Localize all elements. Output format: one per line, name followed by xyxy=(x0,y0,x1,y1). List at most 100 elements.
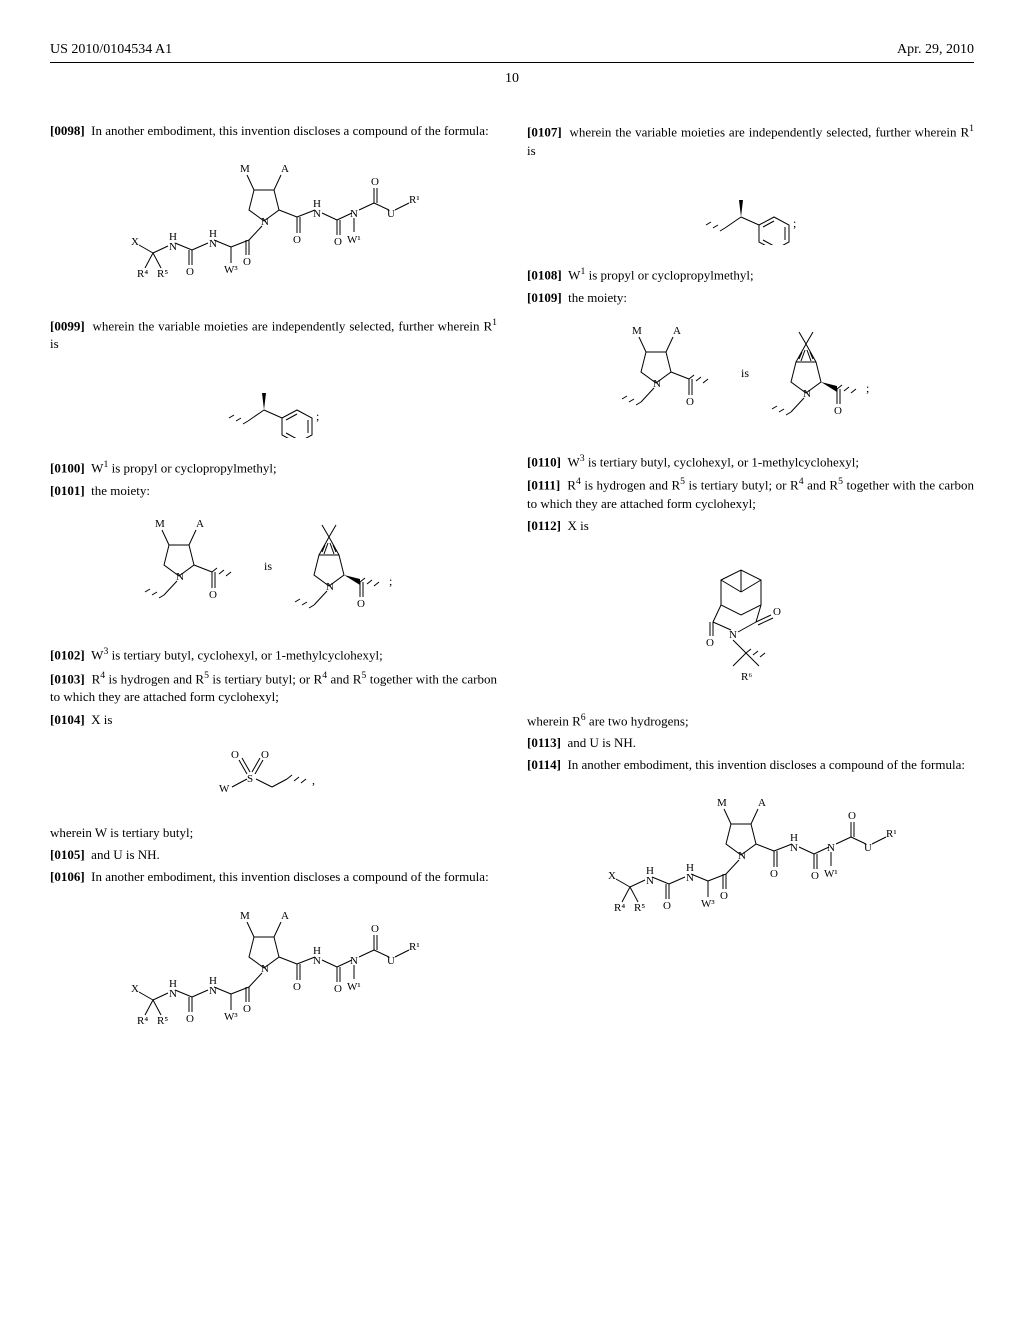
formula-r1-phenyl-left: ; xyxy=(50,368,497,443)
publication-date: Apr. 29, 2010 xyxy=(897,40,974,60)
para-num: [0104] xyxy=(50,712,85,727)
svg-text:O: O xyxy=(834,405,842,417)
page-number: 10 xyxy=(50,69,974,89)
svg-text:O: O xyxy=(334,983,342,995)
para-text: In another embodiment, this invention di… xyxy=(567,757,965,772)
para-num: [0110] xyxy=(527,454,561,469)
para-num: [0108] xyxy=(527,267,562,282)
svg-text:O: O xyxy=(773,606,781,618)
sup: 1 xyxy=(969,123,974,134)
svg-text:X: X xyxy=(608,870,616,882)
formula-moiety-left: N M A O is N O ; xyxy=(50,515,497,630)
svg-text:O: O xyxy=(770,868,778,880)
svg-text:O: O xyxy=(186,1013,194,1025)
para-text: X is xyxy=(567,518,588,533)
svg-text:M: M xyxy=(717,797,727,809)
para-num: [0113] xyxy=(527,735,561,750)
para-text: X is xyxy=(91,712,112,727)
para-text: is hydrogen and R xyxy=(581,478,680,493)
svg-text:is: is xyxy=(264,559,272,573)
svg-text:N: N xyxy=(313,208,321,220)
svg-text:O: O xyxy=(663,900,671,912)
svg-text:R⁴: R⁴ xyxy=(614,902,625,914)
formula-moiety-right: N M A O is N O ; xyxy=(527,322,974,437)
para-text: and R xyxy=(804,478,839,493)
para-num: [0109] xyxy=(527,290,562,305)
svg-text:R¹: R¹ xyxy=(886,828,896,840)
para-text: is xyxy=(50,336,59,351)
para-text: W xyxy=(568,267,580,282)
formula-main-3: N M A O H N N W¹ O O U R¹ O H N W³ O H N… xyxy=(527,789,974,934)
para-text: are two hydrogens; xyxy=(586,713,689,728)
para-text: and U is NH. xyxy=(91,847,160,862)
svg-text:N: N xyxy=(686,872,694,884)
para-num: [0105] xyxy=(50,847,85,862)
svg-text:N: N xyxy=(169,241,177,253)
svg-text:A: A xyxy=(758,797,766,809)
svg-text:W³: W³ xyxy=(701,898,715,910)
svg-text:O: O xyxy=(243,1003,251,1015)
svg-text:M: M xyxy=(155,518,165,530)
para-text: the moiety: xyxy=(568,290,627,305)
svg-text:M: M xyxy=(240,163,250,175)
left-column: [0098] In another embodiment, this inven… xyxy=(50,118,497,1062)
svg-text:R⁵: R⁵ xyxy=(634,902,645,914)
svg-text:O: O xyxy=(720,890,728,902)
wherein-w: wherein W is tertiary butyl; xyxy=(50,824,497,842)
para-num: [0098] xyxy=(50,123,85,138)
para-text: wherein the variable moieties are indepe… xyxy=(93,318,493,333)
svg-text:W¹: W¹ xyxy=(347,234,361,246)
para-text: is tertiary butyl, cyclohexyl, or 1-meth… xyxy=(108,648,382,663)
svg-text:O: O xyxy=(371,176,379,188)
para-text: wherein R xyxy=(527,713,581,728)
right-column: [0107] wherein the variable moieties are… xyxy=(527,118,974,1062)
formula-x-sulfonyl: W S O O , xyxy=(50,744,497,809)
svg-text:A: A xyxy=(281,163,289,175)
svg-text:;: ; xyxy=(793,216,796,230)
svg-text:N: N xyxy=(313,955,321,967)
para-num: [0111] xyxy=(527,478,560,493)
para-num: [0101] xyxy=(50,483,85,498)
svg-text:O: O xyxy=(293,981,301,993)
para-num: [0100] xyxy=(50,461,85,476)
svg-text:is: is xyxy=(741,366,749,380)
svg-text:W³: W³ xyxy=(224,1011,238,1023)
svg-text:O: O xyxy=(261,749,269,761)
para-num: [0103] xyxy=(50,671,85,686)
svg-text:,: , xyxy=(312,773,315,787)
svg-text:O: O xyxy=(706,637,714,649)
svg-text:O: O xyxy=(293,234,301,246)
para-text: and R xyxy=(327,671,361,686)
svg-text:R¹: R¹ xyxy=(409,194,419,206)
para-text: R xyxy=(92,671,101,686)
svg-text:N: N xyxy=(790,842,798,854)
para-text: In another embodiment, this invention di… xyxy=(91,869,489,884)
svg-text:N: N xyxy=(209,238,217,250)
svg-text:W¹: W¹ xyxy=(824,868,838,880)
formula-r1-phenyl-right: ; xyxy=(527,175,974,250)
svg-text:O: O xyxy=(243,256,251,268)
svg-text:U: U xyxy=(387,208,395,220)
sup: 1 xyxy=(492,317,497,328)
svg-text:S: S xyxy=(247,773,253,785)
svg-text:U: U xyxy=(864,842,872,854)
para-text: In another embodiment, this invention di… xyxy=(91,123,489,138)
para-text: wherein the variable moieties are indepe… xyxy=(570,125,970,140)
para-num: [0112] xyxy=(527,518,561,533)
svg-text:W³: W³ xyxy=(224,264,238,276)
svg-text:A: A xyxy=(673,325,681,337)
svg-text:R⁵: R⁵ xyxy=(157,1015,168,1027)
para-text: is tertiary butyl; or R xyxy=(209,671,322,686)
para-num: [0107] xyxy=(527,125,562,140)
svg-text:O: O xyxy=(357,598,365,610)
formula-x-bicyclic: O N O R⁶ xyxy=(527,550,974,695)
svg-text:M: M xyxy=(240,910,250,922)
svg-text:O: O xyxy=(848,810,856,822)
svg-text:A: A xyxy=(281,910,289,922)
para-text: is xyxy=(527,143,536,158)
svg-text:N: N xyxy=(209,985,217,997)
para-num: [0099] xyxy=(50,318,85,333)
para-text: is propyl or cyclopropylmethyl; xyxy=(585,267,753,282)
svg-text:R⁵: R⁵ xyxy=(157,268,168,280)
svg-text:O: O xyxy=(686,396,694,408)
